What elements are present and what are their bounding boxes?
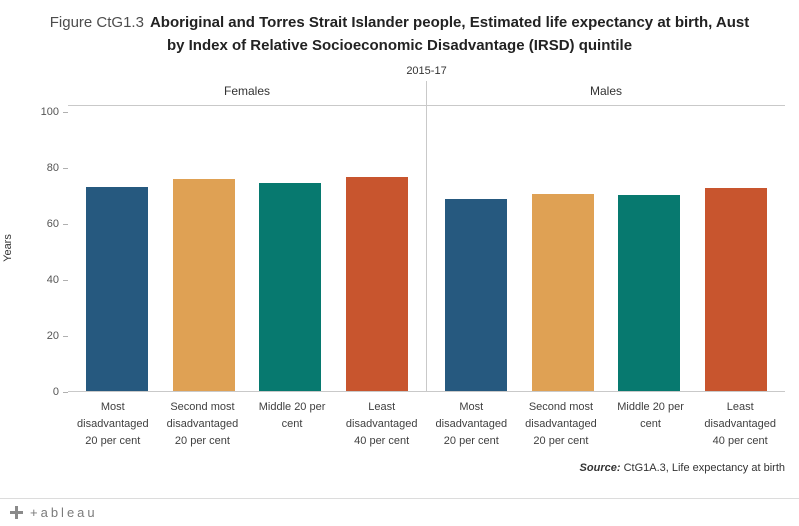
category-label[interactable]: Least disadvantaged 40 per cent — [704, 401, 776, 448]
y-tick-mark — [63, 335, 68, 337]
y-tick-mark — [63, 167, 68, 169]
y-tick-mark — [63, 111, 68, 113]
y-tick-mark — [63, 391, 68, 393]
y-tick-label: 100 — [40, 106, 59, 118]
page-title: Figure CtG1.3 Aboriginal and Torres Strai… — [0, 0, 799, 57]
y-axis-label: Years — [2, 234, 14, 262]
y-tick-label: 80 — [46, 162, 59, 174]
title-text: Aboriginal and Torres Strait Islander pe… — [149, 14, 750, 31]
source-prefix: Source: — [579, 462, 621, 475]
period-label: 2015-17 — [406, 65, 447, 77]
title-line-2: by Index of Relative Socioeconomic Disad… — [166, 36, 633, 54]
category-group-males: Most disadvantaged 20 per cent Second mos… — [427, 399, 786, 450]
panel-headers: Females Males — [68, 81, 785, 106]
tableau-logo-icon[interactable] — [10, 506, 23, 519]
category-label[interactable]: Second most disadvantaged 20 per cent — [525, 401, 597, 448]
category-label[interactable]: Least disadvantaged 40 per cent — [345, 401, 418, 448]
y-tick-label: 20 — [46, 330, 59, 342]
y-tick-100: 100 — [41, 105, 68, 119]
bar-males-2[interactable] — [531, 193, 594, 391]
tableau-footer-bar: +ableau — [0, 498, 799, 526]
bar-males-4[interactable] — [704, 188, 767, 391]
bar-females-1[interactable] — [86, 186, 149, 391]
category-label[interactable]: Most disadvantaged 20 per cent — [435, 401, 508, 448]
source-text: CtG1A.3, Life expectancy at birth — [620, 462, 785, 475]
plot-area: Years 0 20 40 60 80 100 — [0, 105, 785, 398]
bar-females-3[interactable] — [259, 182, 322, 391]
category-label[interactable]: Most disadvantaged 20 per cent — [77, 401, 149, 448]
category-group-females: Most disadvantaged 20 per cent Second mos… — [68, 399, 427, 450]
y-tick-label: 60 — [46, 218, 59, 230]
category-label[interactable]: Middle 20 per cent — [258, 401, 326, 431]
y-tick-40: 40 — [47, 273, 68, 287]
y-tick-80: 80 — [47, 161, 68, 175]
bar-females-2[interactable] — [172, 179, 235, 391]
bar-males-1[interactable] — [445, 199, 508, 391]
category-axis: Most disadvantaged 20 per cent Second mos… — [68, 392, 785, 450]
y-tick-0: 0 — [53, 385, 68, 399]
y-axis: Years 0 20 40 60 80 100 — [0, 105, 68, 398]
source-note: Source: CtG1A.3, Life expectancy at birt… — [0, 450, 785, 474]
y-tick-mark — [63, 223, 68, 225]
bar-females-4[interactable] — [345, 176, 408, 391]
y-axis-ticks: 0 20 40 60 80 100 — [22, 105, 68, 398]
panel-header-females[interactable]: Females — [223, 84, 270, 98]
panel-males — [426, 106, 785, 391]
y-tick-60: 60 — [47, 217, 68, 231]
bar-males-3[interactable] — [618, 194, 681, 391]
tableau-wordmark[interactable]: +ableau — [30, 505, 98, 520]
panel-header-males[interactable]: Males — [426, 81, 785, 105]
chart-panels — [68, 106, 785, 392]
category-label[interactable]: Middle 20 per cent — [617, 401, 684, 431]
category-label[interactable]: Second most disadvantaged 20 per cent — [166, 401, 239, 448]
y-tick-mark — [63, 279, 68, 281]
y-tick-label: 40 — [46, 274, 59, 286]
y-tick-label: 0 — [52, 386, 59, 398]
title-line-1: Figure CtG1.3 Aboriginal and Torres Strai… — [14, 12, 785, 35]
y-tick-20: 20 — [47, 329, 68, 343]
panel-females — [68, 106, 426, 391]
figure-number: Figure CtG1.3 — [49, 14, 144, 31]
